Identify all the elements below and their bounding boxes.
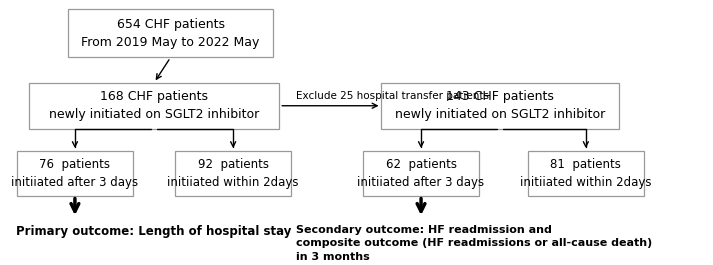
Text: 76  patients
initiiated after 3 days: 76 patients initiiated after 3 days (11, 158, 138, 189)
Text: Secondary outcome: HF readmission and
composite outcome (HF readmissions or all-: Secondary outcome: HF readmission and co… (296, 225, 652, 262)
FancyBboxPatch shape (17, 151, 133, 196)
FancyBboxPatch shape (68, 9, 272, 58)
Text: Exclude 25 hospital transfer patients: Exclude 25 hospital transfer patients (296, 91, 489, 101)
Text: Primary outcome: Length of hospital stay: Primary outcome: Length of hospital stay (16, 225, 291, 238)
FancyBboxPatch shape (175, 151, 291, 196)
FancyBboxPatch shape (29, 83, 279, 129)
FancyBboxPatch shape (528, 151, 644, 196)
Text: 81  patients
initiiated within 2days: 81 patients initiiated within 2days (520, 158, 652, 189)
Text: 92  patients
initiiated within 2days: 92 patients initiiated within 2days (168, 158, 299, 189)
FancyBboxPatch shape (381, 83, 619, 129)
Text: 143 CHF patients
newly initiated on SGLT2 inhibitor: 143 CHF patients newly initiated on SGLT… (395, 90, 605, 121)
FancyBboxPatch shape (364, 151, 478, 196)
Text: 62  patients
initiiated after 3 days: 62 patients initiiated after 3 days (357, 158, 485, 189)
Text: 654 CHF patients
From 2019 May to 2022 May: 654 CHF patients From 2019 May to 2022 M… (81, 18, 260, 49)
Text: 168 CHF patients
newly initiated on SGLT2 inhibitor: 168 CHF patients newly initiated on SGLT… (49, 90, 259, 121)
